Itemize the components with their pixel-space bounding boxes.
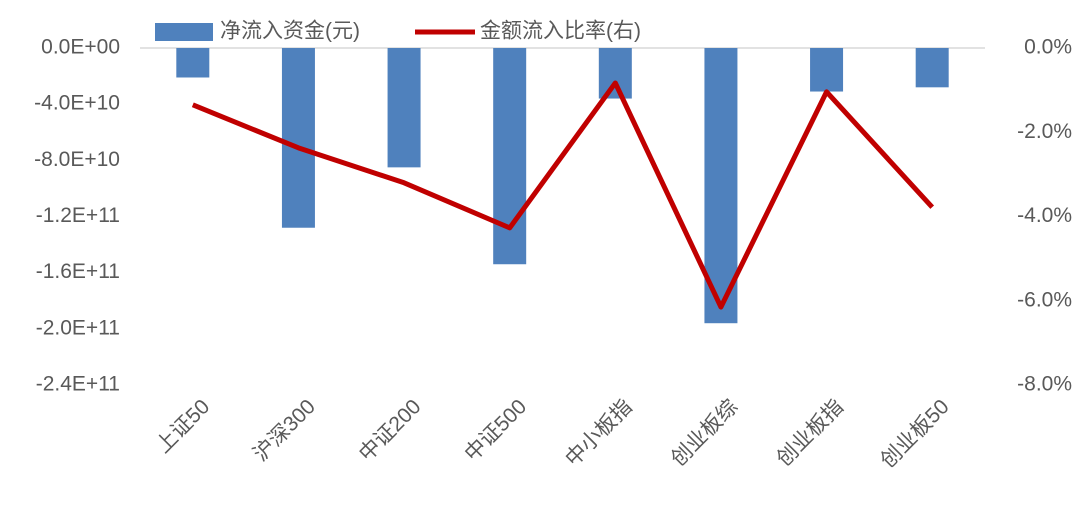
y-tick-label: -1.2E+11 bbox=[36, 204, 120, 227]
bar bbox=[281, 48, 315, 228]
y-tick-label: -2.4E+11 bbox=[36, 373, 120, 396]
bar bbox=[810, 48, 844, 92]
x-tick-label: 中小板指 bbox=[561, 395, 637, 471]
x-tick-label: 中证500 bbox=[460, 395, 531, 466]
y2-tick-label: -6.0% bbox=[1017, 288, 1072, 311]
y-tick-label: 0.0E+00 bbox=[41, 36, 120, 59]
y-tick-label: -1.6E+11 bbox=[36, 260, 120, 283]
y2-tick-label: -2.0% bbox=[1017, 120, 1072, 143]
bar bbox=[387, 48, 421, 168]
y2-tick-label: -8.0% bbox=[1017, 373, 1072, 396]
bar bbox=[493, 48, 527, 265]
legend-label: 净流入资金(元) bbox=[220, 20, 360, 43]
y-tick-label: -8.0E+10 bbox=[34, 148, 120, 171]
x-tick-label: 中证200 bbox=[355, 395, 426, 466]
x-tick-label: 沪深300 bbox=[249, 395, 320, 466]
x-tick-label: 创业板指 bbox=[772, 395, 848, 471]
x-tick-label: 创业板综 bbox=[667, 395, 743, 471]
y2-tick-label: 0.0% bbox=[1024, 36, 1072, 59]
legend-label: 金额流入比率(右) bbox=[480, 20, 641, 43]
x-tick-label: 创业板50 bbox=[876, 395, 953, 472]
y-tick-label: -4.0E+10 bbox=[34, 92, 120, 115]
y-tick-label: -2.0E+11 bbox=[36, 316, 120, 339]
line bbox=[191, 80, 935, 310]
y2-tick-label: -4.0% bbox=[1017, 204, 1072, 227]
bar bbox=[176, 48, 210, 78]
bar bbox=[704, 48, 738, 324]
bar bbox=[915, 48, 949, 88]
bar bbox=[598, 48, 632, 99]
legend-swatch bbox=[155, 23, 213, 41]
x-tick-label: 上证50 bbox=[152, 395, 214, 457]
